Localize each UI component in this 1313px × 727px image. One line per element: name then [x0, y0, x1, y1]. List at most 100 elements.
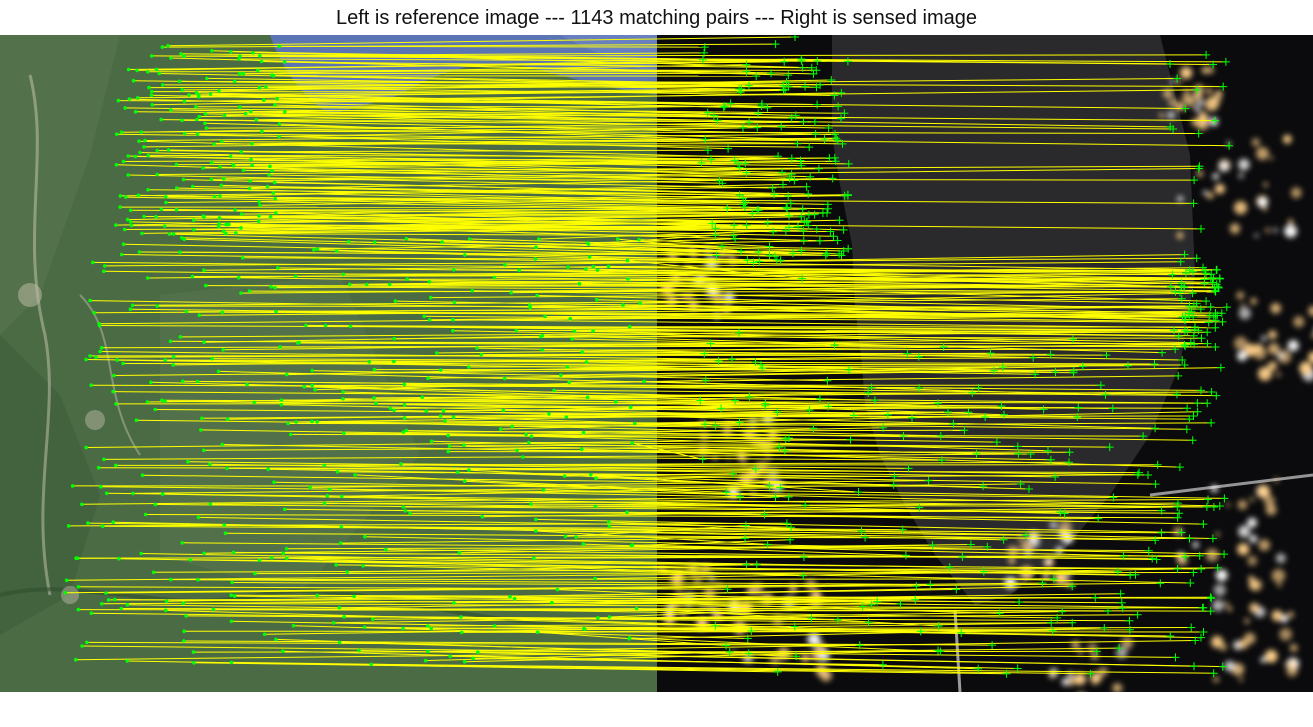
- sensed-keypoint: [703, 146, 712, 155]
- sensed-keypoint: [723, 585, 732, 594]
- sensed-keypoint: [1166, 632, 1175, 640]
- sensed-keypoint: [1218, 317, 1227, 326]
- reference-keypoint: [341, 397, 345, 401]
- city-light: [1202, 190, 1208, 195]
- sensed-keypoint: [805, 143, 814, 152]
- reference-keypoint: [625, 510, 629, 514]
- reference-keypoint: [443, 419, 447, 423]
- sensed-keypoint: [916, 627, 925, 636]
- reference-keypoint: [284, 546, 289, 551]
- match-line: [105, 582, 1161, 594]
- reference-keypoint: [462, 443, 466, 448]
- reference-keypoint: [613, 400, 618, 404]
- city-light: [1249, 496, 1255, 502]
- city-light: [1238, 639, 1249, 649]
- sensed-keypoint: [1186, 338, 1195, 347]
- reference-keypoint: [584, 267, 588, 271]
- reference-keypoint: [180, 118, 184, 123]
- reference-keypoint: [116, 98, 121, 103]
- sensed-keypoint: [1202, 297, 1211, 306]
- reference-keypoint: [393, 299, 398, 303]
- sensed-keypoint: [701, 376, 710, 385]
- reference-keypoint: [446, 449, 451, 454]
- city-light: [1270, 302, 1282, 314]
- sensed-keypoint: [784, 493, 793, 501]
- sensed-keypoint: [944, 408, 952, 416]
- sensed-keypoint: [801, 501, 810, 509]
- sensed-keypoint: [1211, 287, 1220, 296]
- sensed-keypoint: [1192, 85, 1201, 94]
- sensed-keypoint: [751, 465, 760, 473]
- sensed-keypoint: [811, 130, 820, 138]
- match-line: [354, 474, 727, 493]
- sensed-keypoint: [1207, 594, 1216, 603]
- sensed-keypoint: [790, 176, 799, 185]
- match-line: [468, 469, 770, 487]
- match-line: [363, 565, 1191, 584]
- sensed-keypoint: [1180, 282, 1189, 291]
- match-line: [108, 596, 1211, 601]
- sensed-keypoint: [1201, 269, 1210, 278]
- reference-keypoint: [239, 150, 244, 154]
- sensed-keypoint: [833, 236, 842, 245]
- reference-keypoint: [273, 197, 278, 201]
- reference-keypoint: [284, 372, 289, 377]
- reference-keypoint: [337, 605, 342, 610]
- sensed-keypoint: [1002, 669, 1011, 678]
- reference-keypoint: [325, 494, 330, 498]
- reference-keypoint: [541, 488, 546, 492]
- reference-keypoint: [533, 257, 538, 261]
- reference-keypoint: [462, 659, 467, 664]
- city-light: [1264, 649, 1278, 663]
- reference-keypoint: [100, 524, 105, 528]
- reference-keypoint: [308, 485, 313, 490]
- sensed-keypoint: [1173, 565, 1182, 573]
- reference-keypoint: [166, 148, 171, 152]
- reference-keypoint: [96, 465, 101, 470]
- reference-keypoint: [270, 169, 274, 173]
- reference-keypoint: [138, 150, 142, 155]
- sensed-keypoint: [838, 139, 847, 148]
- reference-keypoint: [250, 163, 254, 168]
- sensed-keypoint: [735, 163, 744, 172]
- reference-keypoint: [171, 232, 176, 236]
- reference-keypoint: [258, 203, 262, 208]
- reference-keypoint: [145, 69, 150, 74]
- reference-keypoint: [84, 445, 88, 450]
- sensed-keypoint: [1044, 446, 1052, 455]
- reference-keypoint: [159, 117, 163, 122]
- reference-keypoint: [508, 594, 512, 599]
- reference-keypoint: [195, 132, 200, 137]
- match-line: [225, 532, 866, 538]
- figure-title: Left is reference image --- 1143 matchin…: [335, 7, 977, 29]
- match-line: [182, 380, 920, 389]
- sensed-keypoint: [934, 399, 942, 408]
- sensed-keypoint: [1105, 443, 1114, 452]
- sensed-keypoint: [1211, 116, 1220, 125]
- reference-keypoint: [201, 448, 206, 453]
- match-line: [193, 650, 1097, 653]
- reference-keypoint: [328, 487, 332, 492]
- match-line: [168, 149, 712, 160]
- reference-keypoint: [452, 300, 457, 305]
- reference-keypoint: [126, 173, 130, 177]
- sensed-keypoint: [1151, 424, 1160, 433]
- match-line: [219, 166, 790, 179]
- match-line: [123, 243, 717, 256]
- reference-keypoint: [125, 217, 130, 222]
- reference-keypoint: [288, 432, 293, 437]
- match-line: [228, 224, 820, 242]
- match-line: [342, 398, 1002, 407]
- reference-keypoint: [217, 216, 222, 220]
- reference-keypoint: [182, 237, 186, 242]
- sensed-keypoint: [793, 139, 802, 148]
- reference-keypoint: [438, 414, 443, 418]
- reference-keypoint: [627, 324, 632, 329]
- sensed-keypoint: [1174, 332, 1183, 341]
- city-light: [1249, 534, 1258, 544]
- reference-keypoint: [240, 256, 245, 260]
- sensed-keypoint: [1217, 309, 1226, 318]
- city-light: [1293, 316, 1305, 328]
- sensed-keypoint: [720, 102, 729, 111]
- match-line: [196, 92, 762, 107]
